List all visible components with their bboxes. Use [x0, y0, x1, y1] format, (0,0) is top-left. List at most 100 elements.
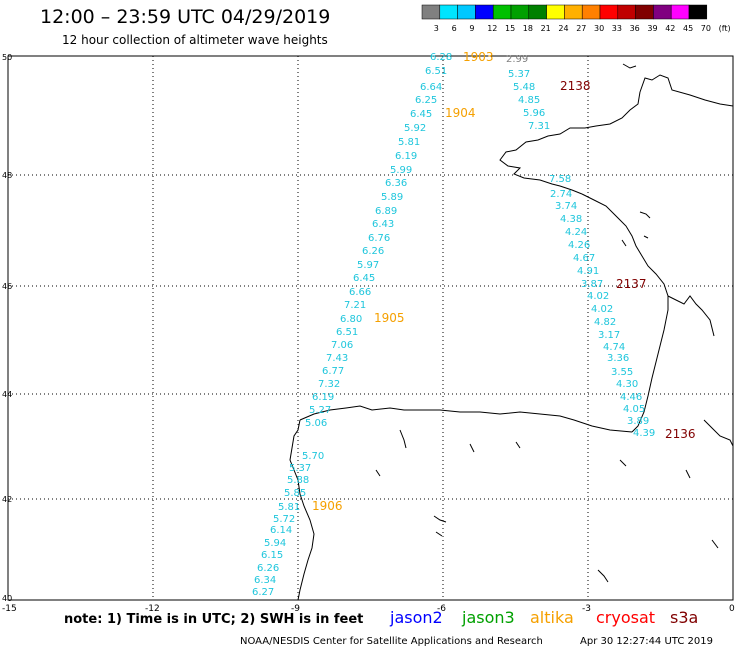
legend-jason2: jason2	[390, 608, 443, 627]
track-value: 4.67	[573, 253, 595, 264]
colorbar-label: 12	[487, 24, 497, 33]
colorbar-swatch	[670, 4, 690, 20]
colorbar-swatch	[564, 4, 583, 20]
lat-label: 50	[2, 53, 12, 62]
colorbar-label: 33	[612, 24, 622, 33]
colorbar-label: 70	[701, 24, 711, 33]
track-north: 5.37 5.48 4.85 5.96 7.31	[508, 69, 550, 132]
colorbar-swatch	[599, 4, 619, 20]
pass-label: 1904	[445, 106, 476, 120]
track-value: 5.72	[273, 514, 295, 525]
track-value: 4.39	[633, 428, 655, 439]
track-value: 6.66	[349, 287, 371, 298]
track-value: 6.26	[362, 246, 384, 257]
track-value: 4.91	[577, 266, 599, 277]
colorbar-label: 6	[452, 24, 457, 33]
pass-label: 1905	[374, 311, 405, 325]
track-value: 6.51	[425, 66, 447, 77]
track-value: 5.94	[264, 538, 286, 549]
track-value: 3.74	[555, 201, 577, 212]
colorbar-swatch	[688, 4, 708, 20]
track-value: 3.55	[611, 367, 633, 378]
lon-label: -6	[437, 604, 446, 614]
track-value: 4.02	[587, 291, 609, 302]
colorbar-label: 18	[523, 24, 533, 33]
colorbar-swatch	[617, 4, 636, 20]
track-value: 6.43	[372, 219, 394, 230]
colorbar-swatch	[528, 4, 547, 20]
lat-label: 40	[2, 594, 12, 603]
pass-label: 1906	[312, 499, 343, 513]
colorbar-label: 39	[647, 24, 657, 33]
track-value: 6.45	[410, 109, 432, 120]
track-value: 6.77	[322, 366, 344, 377]
colorbar-label: 21	[541, 24, 551, 33]
colorbar-swatch	[635, 4, 654, 20]
track-value: 7.21	[344, 300, 366, 311]
legend-cryosat: cryosat	[596, 608, 656, 627]
note-text: note: 1) Time is in UTC; 2) SWH is in fe…	[64, 612, 364, 627]
colorbar-label: 45	[683, 24, 693, 33]
track-value: 5.99	[390, 165, 412, 176]
track-value: 3.17	[598, 330, 620, 341]
colorbar-label: 24	[558, 24, 568, 33]
colorbar-swatch	[457, 4, 476, 20]
colorbar: 3 6 9 12 15 18 21 24 27 30 33 36 39 42 45 70 (ft)	[421, 4, 731, 33]
track-value: 4.46	[620, 392, 642, 403]
track-value: 5.70	[302, 451, 324, 462]
track-value: 5.89	[381, 192, 403, 203]
track-value: 4.05	[623, 404, 645, 415]
track-value: 4.38	[560, 214, 582, 225]
colorbar-label: 9	[469, 24, 474, 33]
track-value: 2.74	[550, 189, 572, 200]
track-value: 4.24	[565, 227, 587, 238]
page-subtitle: 12 hour collection of altimeter wave hei…	[62, 33, 328, 47]
lat-labels: 50 48 46 44 42 40	[2, 53, 12, 603]
lon-label: -15	[2, 604, 17, 614]
colorbar-swatch	[510, 4, 530, 20]
track-value: 7.58	[549, 174, 571, 185]
footer-credit: NOAA/NESDIS Center for Satellite Applica…	[240, 636, 543, 647]
track-value: 5.27	[309, 405, 331, 416]
colorbar-swatch	[439, 4, 458, 20]
track-value: 5.81	[398, 137, 420, 148]
track-west: 6.28 6.51 6.64 6.25 6.45 5.92 5.81 6.19 5.99 6.36…	[252, 52, 452, 598]
legend-altika: altika	[530, 608, 574, 627]
track-value: 6.64	[420, 82, 442, 93]
track-value: 7.43	[326, 353, 348, 364]
track-value: 5.97	[357, 260, 379, 271]
colorbar-label: 15	[505, 24, 515, 33]
track-value: 7.31	[528, 121, 550, 132]
map-frame	[7, 55, 734, 601]
track-value: 5.06	[305, 418, 327, 429]
track-value: 5.48	[513, 82, 535, 93]
track-value: 4.02	[591, 304, 613, 315]
lat-label: 48	[2, 171, 12, 180]
legend-s3a: s3a	[670, 608, 699, 627]
colorbar-label: 30	[594, 24, 604, 33]
track-value: 4.30	[616, 379, 638, 390]
colorbar-swatch	[546, 4, 565, 20]
lat-label: 46	[2, 282, 12, 291]
track-value: 6.19	[312, 392, 334, 403]
colorbar-label: 27	[576, 24, 586, 33]
track-value: 6.14	[270, 525, 292, 536]
lat-label: 42	[2, 495, 12, 504]
track-value: 4.85	[518, 95, 540, 106]
track-value: 5.85	[284, 488, 306, 499]
pass-label: 2138	[560, 79, 591, 93]
page-title: 12:00 – 23:59 UTC 04/29/2019	[40, 6, 331, 28]
pass-label: 2137	[616, 277, 647, 291]
track-value: 3.87	[581, 279, 603, 290]
track-value: 6.76	[368, 233, 390, 244]
lat-label: 44	[2, 390, 12, 399]
colorbar-label: 3	[434, 24, 439, 33]
colorbar-label: 36	[630, 24, 640, 33]
colorbar-swatch	[421, 4, 441, 20]
colorbar-swatch	[475, 4, 494, 20]
track-value: 4.26	[568, 240, 590, 251]
pass-label: 2136	[665, 427, 696, 441]
lon-labels: -15 -12 -9 -6 -3 0	[2, 604, 735, 614]
track-value: 6.19	[395, 151, 417, 162]
